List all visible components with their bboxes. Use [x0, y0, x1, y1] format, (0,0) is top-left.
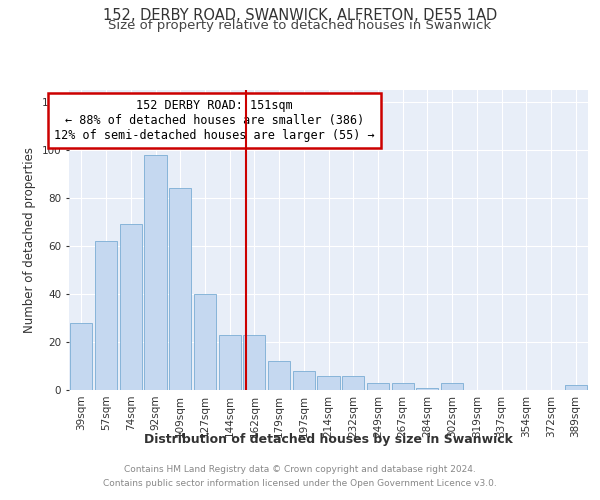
Text: Distribution of detached houses by size in Swanwick: Distribution of detached houses by size … [145, 432, 513, 446]
Bar [169, 188, 191, 390]
Bar [416, 388, 439, 390]
Text: Size of property relative to detached houses in Swanwick: Size of property relative to detached ho… [109, 19, 491, 32]
Text: Contains HM Land Registry data © Crown copyright and database right 2024.
Contai: Contains HM Land Registry data © Crown c… [103, 466, 497, 487]
Y-axis label: Number of detached properties: Number of detached properties [23, 147, 36, 333]
Bar [70, 323, 92, 390]
Bar [268, 361, 290, 390]
Bar [317, 376, 340, 390]
Bar [218, 335, 241, 390]
Bar [243, 335, 265, 390]
Bar [145, 155, 167, 390]
Bar [392, 383, 414, 390]
Bar [342, 376, 364, 390]
Bar [565, 385, 587, 390]
Bar [95, 241, 117, 390]
Text: 152, DERBY ROAD, SWANWICK, ALFRETON, DE55 1AD: 152, DERBY ROAD, SWANWICK, ALFRETON, DE5… [103, 8, 497, 22]
Bar [367, 383, 389, 390]
Text: 152 DERBY ROAD: 151sqm
← 88% of detached houses are smaller (386)
12% of semi-de: 152 DERBY ROAD: 151sqm ← 88% of detached… [54, 99, 374, 142]
Bar [119, 224, 142, 390]
Bar [441, 383, 463, 390]
Bar [194, 294, 216, 390]
Bar [293, 371, 315, 390]
